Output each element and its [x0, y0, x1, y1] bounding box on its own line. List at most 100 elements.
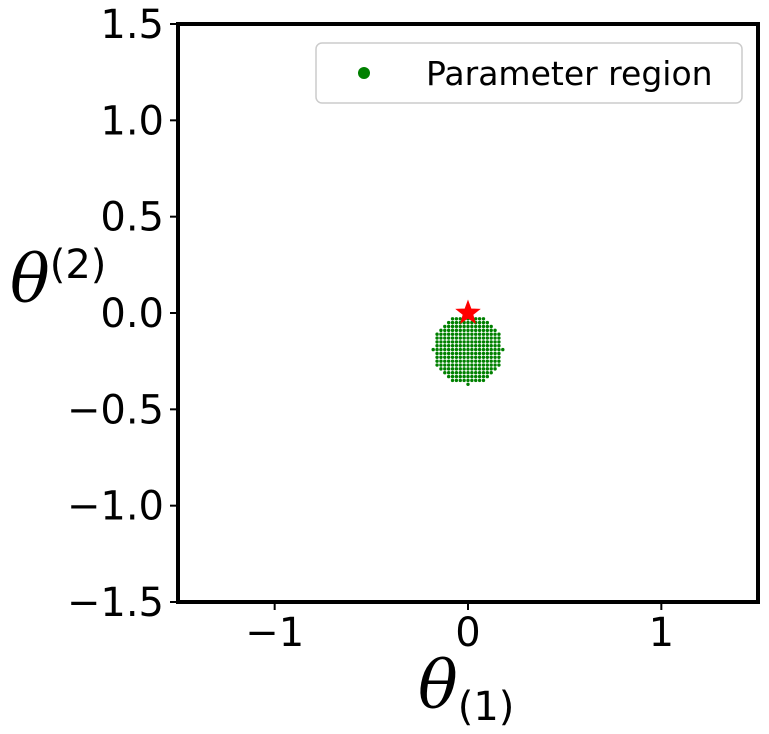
region-point [446, 344, 451, 348]
region-point [477, 351, 482, 356]
x-tick-label: −1 [245, 610, 304, 656]
region-point [454, 363, 459, 367]
y-tick-label: 0.5 [100, 195, 164, 241]
region-point [435, 351, 439, 356]
region-point [454, 344, 459, 348]
region-point [493, 328, 497, 333]
region-point [481, 374, 486, 379]
region-point [481, 324, 486, 329]
region-point [497, 355, 501, 360]
region-point [446, 347, 451, 352]
x-axis-symbol: θ [418, 647, 458, 724]
region-point [481, 378, 486, 383]
region-point [458, 324, 462, 329]
region-point [454, 351, 459, 356]
region-point [466, 382, 470, 386]
region-point [493, 359, 497, 363]
region-point [481, 336, 486, 340]
region-point [466, 328, 470, 333]
region-point [443, 332, 447, 336]
region-point [466, 363, 470, 367]
x-tick-label: 1 [649, 610, 674, 656]
region-point [458, 367, 462, 371]
region-point [489, 344, 493, 348]
x-axis-subscript: (1) [458, 684, 515, 730]
region-point [501, 347, 505, 352]
region-point [439, 340, 443, 344]
region-point [462, 359, 466, 363]
region-point [477, 374, 482, 379]
region-point [477, 367, 482, 371]
region-point [466, 332, 470, 336]
region-point [474, 363, 478, 367]
region-point [477, 359, 482, 363]
region-point [443, 344, 447, 348]
region-point [450, 351, 455, 356]
region-point [477, 355, 482, 360]
region-point [454, 355, 459, 360]
region-point [435, 355, 439, 360]
region-point [443, 371, 447, 375]
region-point [477, 347, 482, 352]
region-point [477, 363, 482, 367]
region-point [454, 371, 459, 375]
region-point [458, 344, 462, 348]
region-point [466, 340, 470, 344]
region-point [446, 336, 451, 340]
region-point [458, 374, 462, 379]
region-point [446, 363, 451, 367]
region-point [474, 328, 478, 333]
region-point [462, 324, 466, 329]
region-point [462, 371, 466, 375]
region-point [446, 351, 451, 356]
region-point [481, 371, 486, 375]
region-point [485, 347, 490, 352]
region-point [485, 374, 490, 379]
region-point [474, 359, 478, 363]
region-point [493, 332, 497, 336]
region-point [489, 351, 493, 356]
region-point [493, 340, 497, 344]
region-point [485, 320, 490, 325]
region-point [462, 351, 466, 356]
region-point [474, 336, 478, 340]
region-point [474, 378, 478, 383]
region-point [458, 328, 462, 333]
region-point [450, 371, 455, 375]
region-point [466, 324, 470, 329]
region-point [477, 324, 482, 329]
region-point [450, 347, 455, 352]
region-point [470, 336, 474, 340]
region-point [493, 355, 497, 360]
region-point [454, 317, 459, 321]
region-point [454, 328, 459, 333]
x-axis-label: θ(1) [418, 647, 514, 730]
region-point [485, 367, 490, 371]
region-point [466, 374, 470, 379]
marker-layer [455, 299, 481, 324]
region-point [493, 363, 497, 367]
region-point [474, 324, 478, 329]
region-point [450, 317, 455, 321]
region-point [450, 320, 455, 325]
region-point [462, 320, 466, 325]
region-point [439, 336, 443, 340]
region-point [462, 328, 466, 333]
region-point [470, 324, 474, 329]
region-point [435, 332, 439, 336]
region-point [489, 367, 493, 371]
region-point [470, 355, 474, 360]
region-point [454, 336, 459, 340]
region-point [477, 340, 482, 344]
region-point [435, 336, 439, 340]
region-point [489, 359, 493, 363]
y-axis-symbol: θ [10, 241, 50, 318]
region-point [497, 351, 501, 356]
region-point [477, 317, 482, 321]
region-point [462, 367, 466, 371]
region-point [443, 324, 447, 329]
region-point [454, 359, 459, 363]
region-point [485, 340, 490, 344]
region-point [470, 378, 474, 383]
